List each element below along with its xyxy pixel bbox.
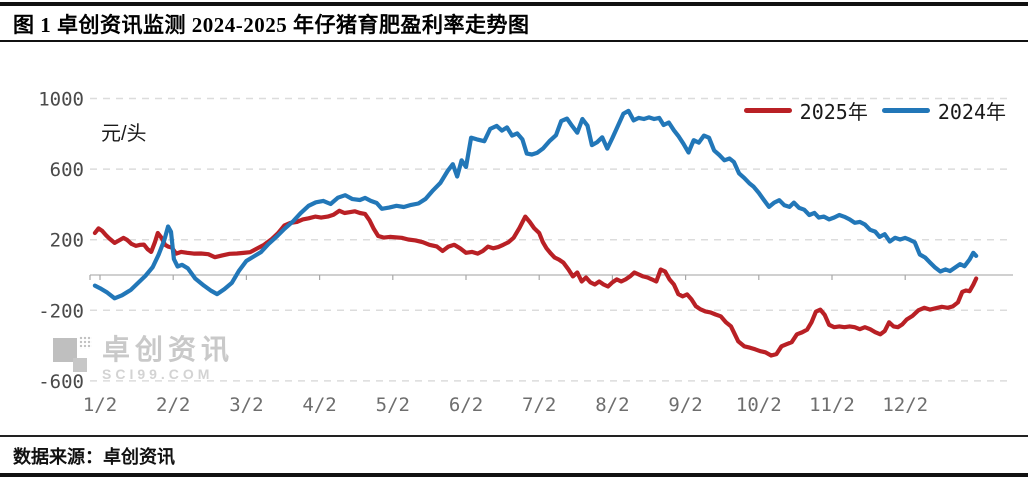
x-axis-tick-label: 10/2 <box>736 394 782 416</box>
legend-item-2025: 2025年 <box>743 96 868 125</box>
series-line-2024年 <box>92 108 979 301</box>
watermark: 卓创资讯 SCI99.COM <box>53 336 234 382</box>
watermark-brand: 卓创资讯 <box>102 335 235 366</box>
x-axis-tick-label: 12/2 <box>882 394 928 416</box>
y-axis-tick-label: 200 <box>50 230 84 252</box>
x-axis-tick-label: 3/2 <box>229 394 263 416</box>
x-axis-tick-label: 4/2 <box>302 394 336 416</box>
y-axis-unit-label: 元/头 <box>101 123 147 145</box>
x-axis-tick-label: 8/2 <box>595 394 629 416</box>
chart-legend: 2025年 2024年 <box>743 96 1006 125</box>
data-source-note: 数据来源：卓创资讯 <box>13 447 175 467</box>
x-axis-tick-label: 5/2 <box>376 394 410 416</box>
figure-title: 图 1 卓创资讯监测 2024-2025 年仔猪育肥盈利率走势图 <box>13 13 530 37</box>
x-axis-tick-label: 9/2 <box>668 394 702 416</box>
x-axis-tick-label: 1/2 <box>83 394 117 416</box>
legend-line-swatch-2025 <box>743 108 792 113</box>
y-axis-tick-label: 600 <box>50 159 84 181</box>
x-axis-tick-label: 7/2 <box>522 394 556 416</box>
y-axis-tick-label: 1000 <box>38 89 84 111</box>
legend-line-swatch-2024 <box>881 108 930 113</box>
legend-item-2024: 2024年 <box>881 96 1006 125</box>
y-axis-tick-label: -600 <box>38 371 84 393</box>
series-line-2025年 <box>92 208 979 358</box>
top-border-rule <box>0 2 1028 6</box>
y-axis-tick-label: -200 <box>38 300 84 322</box>
x-axis-tick-label: 11/2 <box>809 394 855 416</box>
sci-logo-icon <box>53 336 93 378</box>
legend-label-2024: 2024年 <box>937 100 1006 124</box>
footer-top-rule <box>0 435 1028 437</box>
x-axis-tick-label: 6/2 <box>449 394 483 416</box>
watermark-site: SCI99.COM <box>102 366 214 382</box>
legend-label-2025: 2025年 <box>799 100 868 124</box>
x-axis-tick-label: 2/2 <box>156 394 190 416</box>
watermark-text: 卓创资讯 SCI99.COM <box>102 335 235 383</box>
footer-bottom-rule <box>0 473 1028 477</box>
title-underline-rule <box>0 40 1028 42</box>
